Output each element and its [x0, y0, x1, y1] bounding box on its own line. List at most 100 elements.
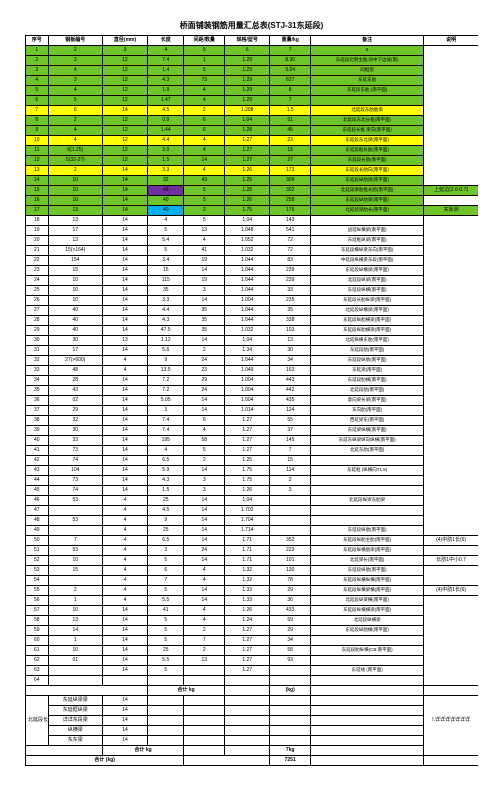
table-row: 241014115191.044239北延段纵梁(南平面) — [26, 276, 479, 286]
cell: 83 — [270, 256, 311, 266]
footer-row: 详详东段梁14I.详详详详详详详 — [26, 716, 479, 726]
cell: 4 — [184, 566, 225, 576]
cell: 130 — [270, 566, 311, 576]
cell: 7 — [270, 96, 311, 106]
cell: 14 — [102, 306, 147, 316]
cell — [225, 716, 270, 726]
cell: 14 — [102, 396, 147, 406]
table-row: 3832147.461.2755西延梁东(南平面) — [26, 416, 479, 426]
cell: 1.5 — [270, 106, 311, 116]
cell: 28 — [48, 376, 102, 386]
cell — [26, 746, 103, 756]
col-header: 规格/型号 — [225, 36, 270, 46]
cell: 48 — [26, 516, 49, 526]
table-row: 94121.4461.2845东延段长框 梁向(南平面) — [26, 126, 479, 136]
cell — [424, 156, 478, 166]
cell: 3 — [148, 546, 184, 556]
cell: 东延段纵横肋梁(南平面) — [311, 546, 424, 556]
cell: 435 — [270, 396, 311, 406]
cell: 4 — [102, 586, 147, 596]
cell: 14 — [102, 646, 147, 656]
cell: 1.28 — [225, 126, 270, 136]
table-row: 56145.5141.3336北延段纵梁横(南平面) — [26, 596, 479, 606]
cell: 14 — [184, 496, 225, 506]
cell: 东延框纵梁(南平面) — [311, 236, 424, 246]
cell: 3 — [102, 46, 147, 56]
cell — [424, 46, 478, 56]
cell — [184, 676, 225, 686]
cell: 东延梁纵横(南平面) — [311, 426, 424, 436]
table-row: 521045141.71101北延梁长(南平面)长肋1中小0.7 — [26, 556, 479, 566]
cell — [424, 216, 478, 226]
cell: 10 — [48, 286, 102, 296]
cell — [148, 736, 184, 746]
cell — [270, 676, 311, 686]
footer-row: 北延段长梁东延纵梁梁14 — [26, 696, 479, 706]
cell: 51 — [270, 116, 311, 126]
cell: 4 — [148, 216, 184, 226]
cell: 02 — [48, 396, 102, 406]
cell: 15 — [48, 566, 102, 576]
cell — [424, 256, 478, 266]
merged-label: 北延段长梁 — [26, 696, 49, 746]
data-table: 序号钢板编号直径(mm)长度间距/数量规格/型号重量/kg备注说明 123456… — [25, 35, 478, 766]
cell: 49 — [26, 526, 49, 536]
cell: 中延段纵横梁东段(南平面) — [311, 256, 424, 266]
cell: 15 — [26, 186, 49, 196]
cell — [424, 326, 478, 336]
cell: 8 — [311, 46, 424, 56]
cell: 东延段长肋向(南平面) — [311, 166, 424, 176]
cell — [424, 696, 478, 706]
cell: 实际测 — [424, 206, 478, 216]
table-row: 581314541.2459北延段纵横梁 — [26, 616, 479, 626]
col-header: 说明 — [424, 36, 478, 46]
cell: 302 — [270, 186, 311, 196]
cell: 1.26 — [225, 606, 270, 616]
cell: 1.704 — [225, 516, 270, 526]
cell: 73 — [48, 476, 102, 486]
cell: 4 — [184, 136, 225, 146]
cell: 东延段纵肋(南平面) — [311, 356, 424, 366]
cell: 14 — [102, 316, 147, 326]
cell: 2 — [48, 46, 102, 56]
cell: 1.04 — [225, 216, 270, 226]
cell: 1.052 — [225, 236, 270, 246]
cell: 53 — [48, 496, 102, 506]
cell: 东延段纵横横梁(南平面) — [311, 606, 424, 616]
cell: 4 — [102, 496, 147, 506]
cell: 北延段纵横梁(南平面) — [311, 306, 424, 316]
cell: 33 — [270, 286, 311, 296]
cell: 东延段纵肋横梁(南平面) — [311, 326, 424, 336]
cell: 4.5 — [148, 506, 184, 516]
cell: 7 — [148, 576, 184, 586]
cell: 30 — [270, 346, 311, 356]
cell: 4.4 — [148, 306, 184, 316]
cell: 47 — [26, 506, 49, 516]
cell: 5.6 — [148, 346, 184, 356]
table-row: 1610144051.26258东延段纵肋梁(南平面) — [26, 196, 479, 206]
cell: 2 — [48, 166, 102, 176]
cell: 60 — [26, 636, 49, 646]
cell: 10 — [48, 556, 102, 566]
cell: 13 — [270, 336, 311, 346]
cell — [311, 476, 424, 486]
cell: 55 — [270, 416, 311, 426]
cell: 101 — [270, 556, 311, 566]
cell — [270, 696, 311, 706]
cell: 40 — [48, 316, 102, 326]
table-row: 64 — [26, 676, 479, 686]
table-row: 4744.5141.702 — [26, 506, 479, 516]
cell — [424, 226, 478, 236]
cell: 2 — [184, 626, 225, 636]
cell — [424, 656, 478, 666]
cell: 14 — [102, 256, 147, 266]
cell: 东延段北侧主肋,同中下边坡(南) — [311, 56, 424, 66]
cell: 14 — [102, 266, 147, 276]
cell: 19 — [184, 256, 225, 266]
cell: 1.29 — [225, 86, 270, 96]
cell: 3 — [48, 76, 102, 86]
cell: 33 — [48, 436, 102, 446]
cell: 31 — [26, 346, 49, 356]
cell: 72 — [270, 236, 311, 246]
cell: 东延段长肋(南平面) — [311, 156, 424, 166]
